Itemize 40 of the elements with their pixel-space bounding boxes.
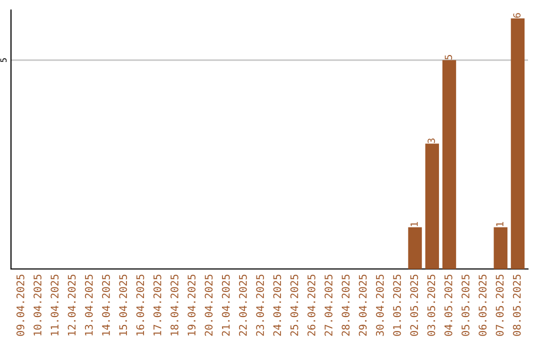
bar: [442, 60, 456, 269]
x-tick-label: 17.04.2025: [153, 274, 162, 336]
x-tick-label: 09.04.2025: [16, 274, 24, 336]
x-tick-label: 26.04.2025: [307, 274, 316, 336]
x-tick-label: 24.04.2025: [273, 274, 282, 336]
x-tick-label: 03.05.2025: [427, 274, 436, 336]
x-tick-label: 04.05.2025: [444, 274, 452, 336]
data-label: 1: [410, 222, 418, 226]
x-tick-label: 15.04.2025: [119, 274, 128, 336]
bar: [494, 227, 508, 269]
x-tick-label: 16.04.2025: [136, 274, 144, 336]
x-tick-label: 08.05.2025: [512, 274, 521, 336]
bar: [408, 227, 422, 269]
bar: [510, 18, 525, 269]
data-label: 6: [513, 13, 521, 18]
x-tick-label: 11.04.2025: [50, 274, 59, 336]
x-tick-label: 07.05.2025: [496, 274, 504, 336]
x-tick-label: 06.05.2025: [478, 274, 487, 336]
x-tick-label: 23.04.2025: [256, 274, 264, 336]
data-label: 1: [496, 222, 504, 226]
x-tick-label: 14.04.2025: [102, 274, 110, 336]
x-tick-label: 10.04.2025: [34, 274, 42, 336]
x-tick-label: 05.05.2025: [462, 274, 470, 336]
x-tick-label: 30.04.2025: [376, 274, 384, 336]
x-tick-label: 29.04.2025: [358, 274, 367, 336]
x-tick-label: 20.04.2025: [204, 274, 213, 336]
x-tick-label: 02.05.2025: [410, 274, 418, 336]
x-tick-label: 19.04.2025: [188, 274, 196, 336]
x-tick-label: 13.04.2025: [84, 274, 93, 336]
x-tick-label: 22.04.2025: [238, 274, 247, 336]
x-tick-label: 12.04.2025: [68, 274, 76, 336]
data-label: 5: [444, 55, 452, 60]
x-tick-label: 21.04.2025: [222, 274, 230, 336]
x-tick-label: 25.04.2025: [290, 274, 298, 336]
x-tick-label: 28.04.2025: [342, 274, 350, 336]
x-tick-label: 01.05.2025: [393, 274, 401, 336]
x-tick-label: 27.04.2025: [324, 274, 332, 336]
bar: [425, 144, 439, 269]
data-label: 3: [428, 138, 435, 144]
x-tick-label: 18.04.2025: [170, 274, 178, 336]
